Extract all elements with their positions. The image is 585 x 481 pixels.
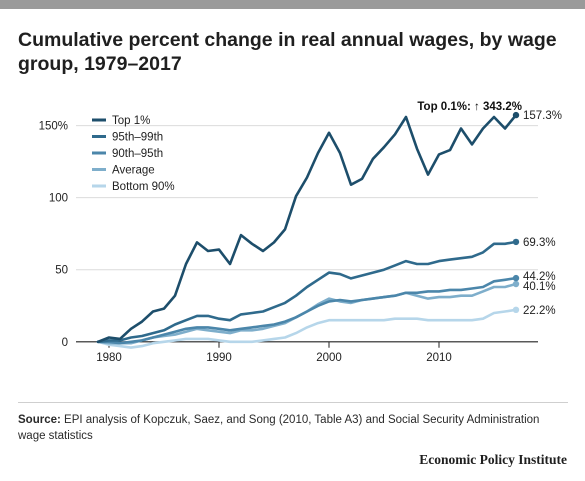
legend-label: 95th–99th: [112, 132, 163, 144]
series-end-point: [512, 306, 520, 313]
series-end-point: [512, 111, 520, 119]
top-0-1-annotation: Top 0.1%: ↑ 343.2%: [417, 101, 522, 113]
series-end-label: 22.2%: [523, 305, 556, 317]
x-tick-label: 1980: [96, 352, 122, 364]
x-tick-label: 2000: [316, 352, 342, 364]
legend-label: Bottom 90%: [112, 181, 175, 193]
x-tick-label: 1990: [206, 352, 232, 364]
legend-label: Average: [112, 165, 155, 177]
series-line-bottom-90-: [96, 308, 518, 349]
series-end-point: [512, 238, 520, 246]
source-text: EPI analysis of Kopczuk, Saez, and Song …: [18, 414, 540, 442]
chart-title: Cumulative percent change in real annual…: [18, 29, 557, 75]
source-note: Source: EPI analysis of Kopczuk, Saez, a…: [18, 412, 568, 444]
series-line-top-1-: [96, 113, 518, 344]
series-end-label: 40.1%: [523, 281, 556, 293]
y-tick-label: 0: [62, 337, 68, 349]
series-end-label: 69.3%: [523, 237, 556, 249]
series-end-point: [512, 274, 520, 282]
series-line-90th-95th: [96, 276, 518, 345]
x-tick-label: 2010: [426, 352, 452, 364]
line-chart: 0 50 100 150% 1980 1990 2000 2010 157.3% 69.3% 44.…: [39, 101, 562, 364]
series-end-point: [512, 280, 520, 288]
y-tick-label: 50: [55, 265, 68, 277]
y-tick-label: 150%: [39, 121, 68, 133]
series-line-95th-99th: [96, 240, 518, 344]
legend-label: 90th–95th: [112, 148, 163, 160]
top-rule: [0, 0, 585, 9]
footer-divider: [18, 402, 568, 403]
source-label: Source:: [18, 414, 61, 426]
y-tick-label: 100: [49, 193, 68, 205]
brand-logo-text: Economic Policy Institute: [419, 452, 567, 467]
series-end-label: 44.2%: [523, 271, 556, 283]
series-end-label: 157.3%: [523, 110, 562, 122]
legend-label: Top 1%: [112, 115, 150, 127]
